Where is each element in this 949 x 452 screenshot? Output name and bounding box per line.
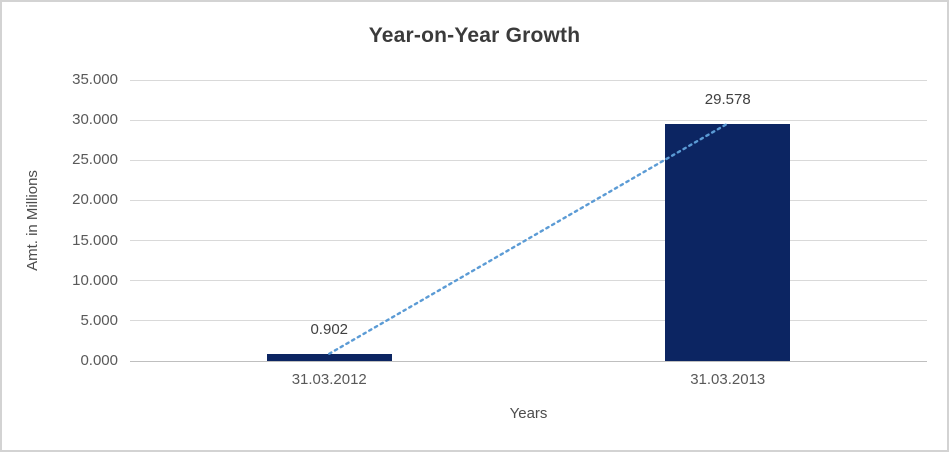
gridline [130,199,927,201]
x-tick-label: 31.03.2012 [291,371,367,388]
plot-area: 0.902 29.578 [130,79,927,362]
y-tick-label: 5.000 [80,311,118,329]
gridline [130,240,927,242]
gridline [130,119,927,121]
chart-title: Year-on-Year Growth [368,24,581,47]
x-tick-label: 31.03.2013 [690,371,766,388]
trendline [328,122,729,355]
gridline [130,79,927,81]
y-tick-label: 10.000 [72,271,118,289]
x-axis-title: Years [509,405,548,422]
gridline [130,280,927,282]
y-tick-label: 25.000 [72,151,118,169]
bar [266,353,392,361]
y-tick-label: 30.000 [72,111,118,129]
y-tick-label: 0.000 [80,352,118,369]
x-axis-line [130,360,927,362]
gridline [130,320,927,322]
y-tick-label: 20.000 [72,191,118,209]
data-label: 29.578 [704,90,751,108]
y-tick-label: 35.000 [72,71,118,88]
y-tick-label: 15.000 [72,231,118,249]
gridline [130,159,927,161]
y-axis-title-text: Amt. in Millions [23,170,41,271]
trendline-path [328,122,729,355]
bar [665,123,791,361]
data-label: 0.902 [310,320,349,338]
